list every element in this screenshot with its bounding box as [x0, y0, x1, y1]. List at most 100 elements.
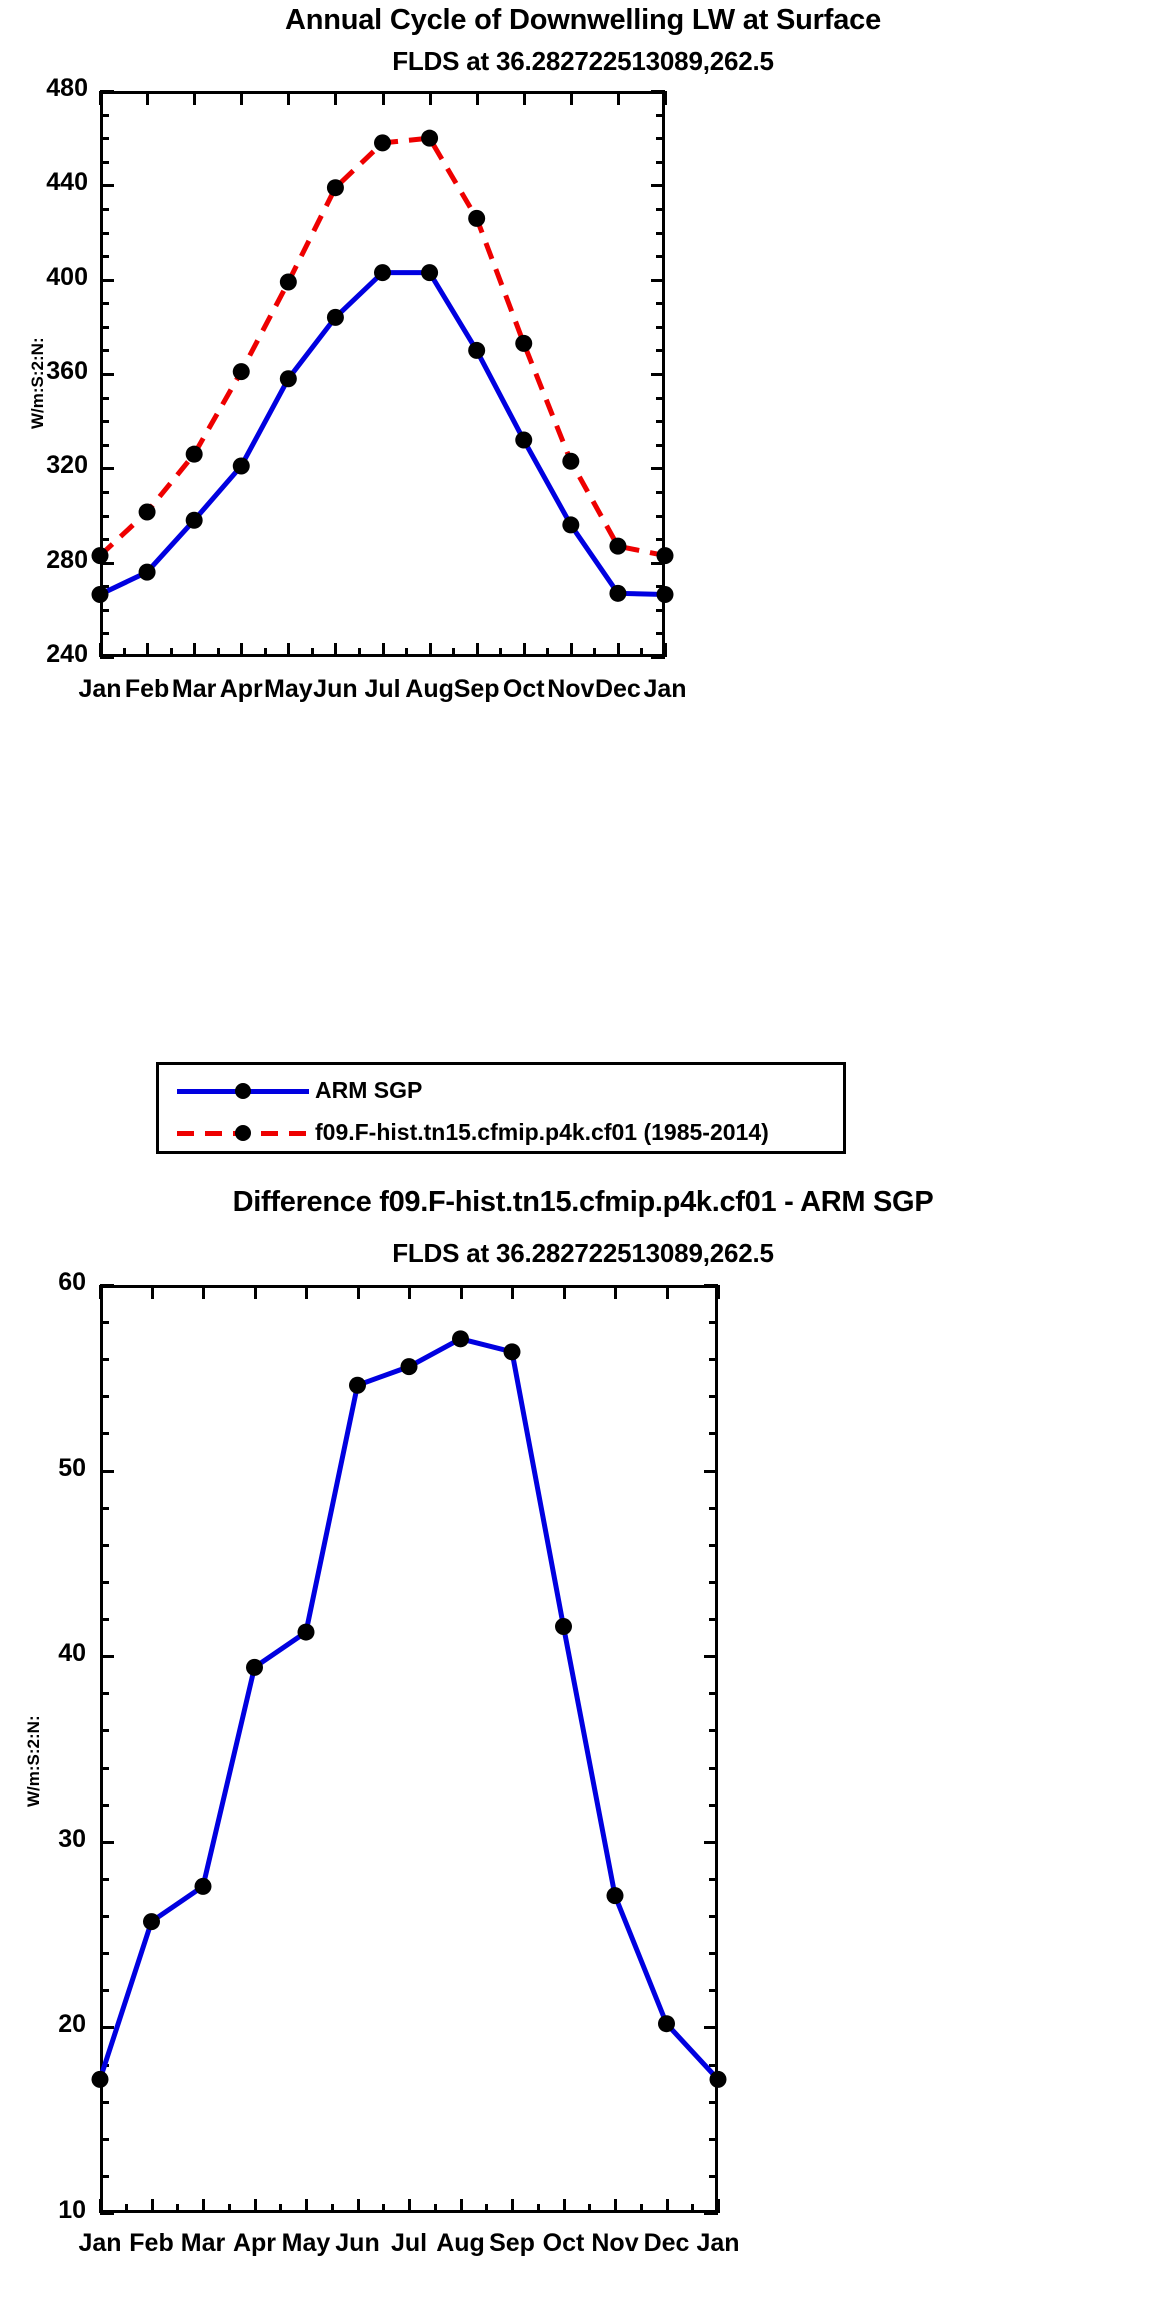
data-point-marker [326, 308, 344, 326]
x-tick-major-top [428, 91, 432, 105]
x-tick-major [616, 643, 620, 657]
bottom-panel-title: Difference f09.F-hist.tn15.cfmip.p4k.cf0… [232, 1186, 934, 1218]
y-tick-minor-right [709, 1766, 718, 1770]
y-tick-minor [100, 2137, 109, 2141]
y-tick-major-right [704, 2026, 718, 2030]
y-tick-major-right [704, 1840, 718, 1844]
x-tick-minor [546, 648, 550, 657]
y-tick-minor [100, 490, 109, 494]
y-tick-minor-right [656, 302, 665, 306]
data-point-marker [656, 547, 674, 565]
data-point-marker [656, 586, 674, 603]
x-tick-label: Dec [643, 2229, 690, 2257]
y-tick-minor-right [709, 1506, 718, 1510]
y-tick-major [100, 1469, 114, 1473]
x-tick-major-top [146, 91, 150, 105]
x-tick-major [253, 2199, 257, 2213]
data-point-marker [297, 1623, 315, 1641]
x-tick-minor [405, 648, 409, 657]
legend-swatch-arm-sgp [177, 1080, 309, 1102]
x-tick-label: Jun [313, 675, 358, 703]
y-tick-minor [100, 514, 109, 518]
legend: ARM SGP f09.F-hist.tn15.cfmip.p4k.cf01 (… [156, 1062, 846, 1154]
data-point-marker [421, 129, 439, 147]
y-tick-minor [100, 325, 109, 329]
data-point-marker [562, 452, 580, 470]
x-tick-major-top [287, 91, 291, 105]
x-tick-label: Aug [436, 2229, 485, 2257]
y-tick-minor-right [656, 325, 665, 329]
x-tick-major-top [616, 91, 620, 105]
y-tick-minor-right [709, 1989, 718, 1993]
y-tick-minor-right [709, 1692, 718, 1696]
x-tick-major [614, 2199, 617, 2213]
y-tick-minor [100, 1729, 109, 1733]
x-tick-major-top [334, 91, 338, 105]
x-tick-label: Mar [180, 2229, 226, 2257]
legend-item-arm-sgp[interactable]: ARM SGP [177, 1077, 422, 1104]
y-tick-minor [100, 255, 109, 259]
y-tick-minor-right [709, 1803, 718, 1807]
x-tick-major-top [459, 1285, 463, 1299]
data-point-marker [606, 1887, 624, 1905]
y-tick-minor-right [656, 443, 665, 447]
x-tick-major [664, 643, 667, 657]
y-tick-label: 240 [46, 640, 88, 668]
data-point-marker [562, 516, 580, 534]
x-tick-major-top [193, 91, 197, 105]
y-tick-major-right [704, 1655, 718, 1659]
y-tick-minor-right [656, 396, 665, 400]
x-tick-major [408, 2199, 411, 2213]
x-tick-label: Jul [364, 675, 401, 703]
y-tick-minor-right [709, 2063, 718, 2067]
y-tick-minor [100, 1877, 109, 1881]
x-tick-label: Nov [547, 675, 595, 703]
data-point-marker [143, 1913, 160, 1931]
y-tick-major [100, 561, 114, 565]
y-tick-minor [100, 420, 109, 424]
y-tick-label: 320 [46, 451, 88, 480]
x-tick-major [428, 643, 432, 657]
x-tick-label: Jan [78, 2229, 122, 2257]
x-tick-major-top [99, 1285, 102, 1299]
x-tick-label: Feb [124, 675, 170, 703]
y-tick-label: 400 [46, 262, 88, 291]
x-tick-major-top [664, 91, 667, 105]
y-tick-minor-right [656, 137, 665, 141]
x-tick-major [150, 2199, 154, 2213]
y-tick-major-right [651, 90, 665, 93]
y-tick-minor [100, 113, 109, 117]
y-tick-major-right [651, 373, 665, 376]
y-tick-label: 40 [58, 1639, 86, 1668]
y-tick-major [100, 1840, 114, 1844]
y-tick-minor [100, 1395, 109, 1399]
x-tick-label: May [281, 2229, 331, 2257]
x-tick-label: Aug [405, 675, 454, 703]
x-tick-minor [536, 2204, 540, 2213]
x-tick-minor [593, 648, 597, 657]
x-tick-minor [330, 2204, 334, 2213]
x-tick-major [202, 2199, 205, 2213]
legend-label-arm-sgp: ARM SGP [315, 1077, 423, 1103]
y-tick-minor-right [709, 2100, 718, 2104]
x-tick-major [511, 2199, 514, 2213]
data-point-marker [91, 586, 109, 603]
x-tick-major [240, 643, 244, 657]
legend-item-model[interactable]: f09.F-hist.tn15.cfmip.p4k.cf01 (1985-201… [177, 1119, 769, 1146]
x-tick-major-top [240, 91, 244, 105]
y-tick-minor-right [709, 1580, 718, 1584]
y-tick-minor-right [656, 207, 665, 211]
data-point-marker [349, 1376, 366, 1394]
x-tick-major [99, 643, 102, 657]
y-tick-label: 60 [58, 1268, 86, 1296]
data-point-marker [400, 1358, 418, 1376]
data-point-marker [452, 1330, 469, 1348]
x-tick-label: May [264, 675, 313, 703]
x-tick-major-top [522, 91, 526, 105]
data-point-marker [138, 503, 156, 521]
x-tick-major [193, 643, 197, 657]
x-tick-major-top [569, 91, 573, 105]
x-tick-minor [122, 648, 126, 657]
y-tick-minor-right [709, 1395, 718, 1399]
